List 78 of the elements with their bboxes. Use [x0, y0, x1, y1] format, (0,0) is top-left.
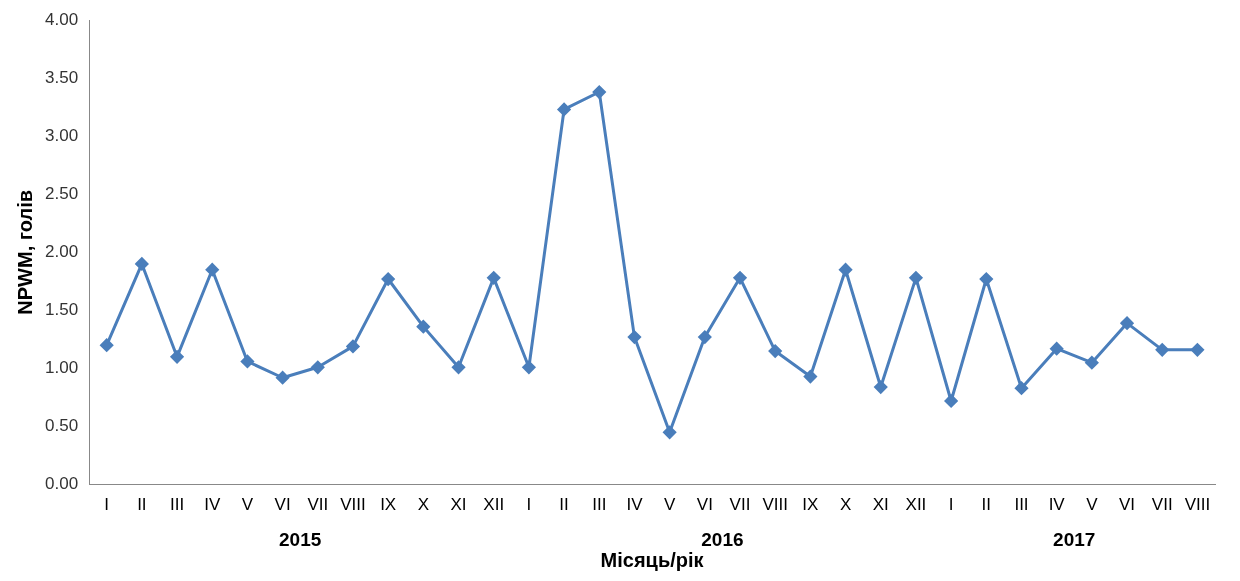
point [1120, 316, 1134, 330]
x-tick-label: XII [905, 495, 927, 515]
point [698, 330, 712, 344]
point [557, 102, 571, 116]
x-tick-label: V [241, 495, 254, 515]
y-tick-label: 2.00 [44, 241, 79, 261]
text: 2016 [701, 528, 744, 550]
y-tick-label: 4.00 [44, 9, 79, 29]
x-tick-label: VIII [340, 495, 366, 515]
y-tick-label: 0.50 [44, 416, 79, 436]
point [627, 330, 641, 344]
point [909, 271, 923, 285]
y-tick-label: 3.50 [44, 67, 79, 87]
x-tick-label: I [948, 495, 954, 515]
point [276, 371, 290, 385]
x-tick-label: XII [483, 495, 505, 515]
point [1085, 356, 1099, 370]
x-tick-label: III [169, 495, 185, 515]
point [381, 272, 395, 286]
point [240, 354, 254, 368]
x-tick-label: III [592, 495, 607, 515]
x-tick-label: III [1014, 495, 1029, 515]
point [803, 370, 817, 384]
point [522, 360, 536, 374]
x-tick-label: II [981, 495, 992, 515]
point [135, 257, 149, 271]
point [768, 344, 782, 358]
x-axis-title: Місяць/рік [600, 548, 705, 571]
point [100, 338, 114, 352]
point [874, 380, 888, 394]
x-tick-label: X [417, 495, 430, 515]
point [487, 271, 501, 285]
point [1155, 343, 1169, 357]
y-tick-label: 0.00 [44, 474, 79, 494]
point [205, 263, 219, 277]
point [1014, 381, 1028, 395]
point [944, 394, 958, 408]
x-tick-label: VI [274, 495, 291, 515]
x-tick-label: II [559, 495, 569, 515]
point [346, 339, 360, 353]
point [663, 425, 677, 439]
y-tick-label: 3.00 [44, 125, 79, 145]
x-tick-label: IV [626, 495, 644, 515]
x-tick-label: IX [380, 495, 397, 515]
x-tick-label: IX [802, 495, 819, 515]
x-tick-label: VII [729, 495, 751, 515]
x-tick-label: XI [450, 495, 467, 515]
x-tick-label: II [137, 495, 147, 515]
point [592, 85, 606, 99]
point [733, 271, 747, 285]
text: 2015 [279, 528, 322, 550]
x-tick-label: VII [307, 495, 329, 515]
x-tick-label: VI [696, 495, 713, 515]
x-tick-label: VII [1151, 495, 1173, 515]
y-tick-label: 1.00 [44, 358, 79, 378]
x-tick-label: I [104, 495, 110, 515]
x-tick-label: VI [1119, 495, 1136, 515]
y-tick-label: 1.50 [44, 300, 79, 320]
point [311, 360, 325, 374]
point [979, 272, 993, 286]
point [1190, 343, 1204, 357]
text: 2017 [1053, 528, 1096, 550]
y-tick-label: 2.50 [44, 183, 79, 203]
y-axis-title: NPWM, голів [13, 189, 36, 315]
x-tick-label: VIII [762, 495, 788, 515]
point [839, 263, 853, 277]
x-tick-label: V [1086, 495, 1099, 515]
point [170, 350, 184, 364]
x-tick-label: VIII [1184, 495, 1211, 515]
x-tick-label: X [839, 495, 852, 515]
point [1050, 342, 1064, 356]
point [452, 360, 466, 374]
point [416, 320, 430, 334]
x-tick-label: XI [872, 495, 889, 515]
x-tick-label: IV [204, 495, 221, 515]
x-tick-label: IV [1048, 495, 1066, 515]
x-tick-label: I [526, 495, 532, 515]
x-tick-label: V [663, 495, 676, 515]
